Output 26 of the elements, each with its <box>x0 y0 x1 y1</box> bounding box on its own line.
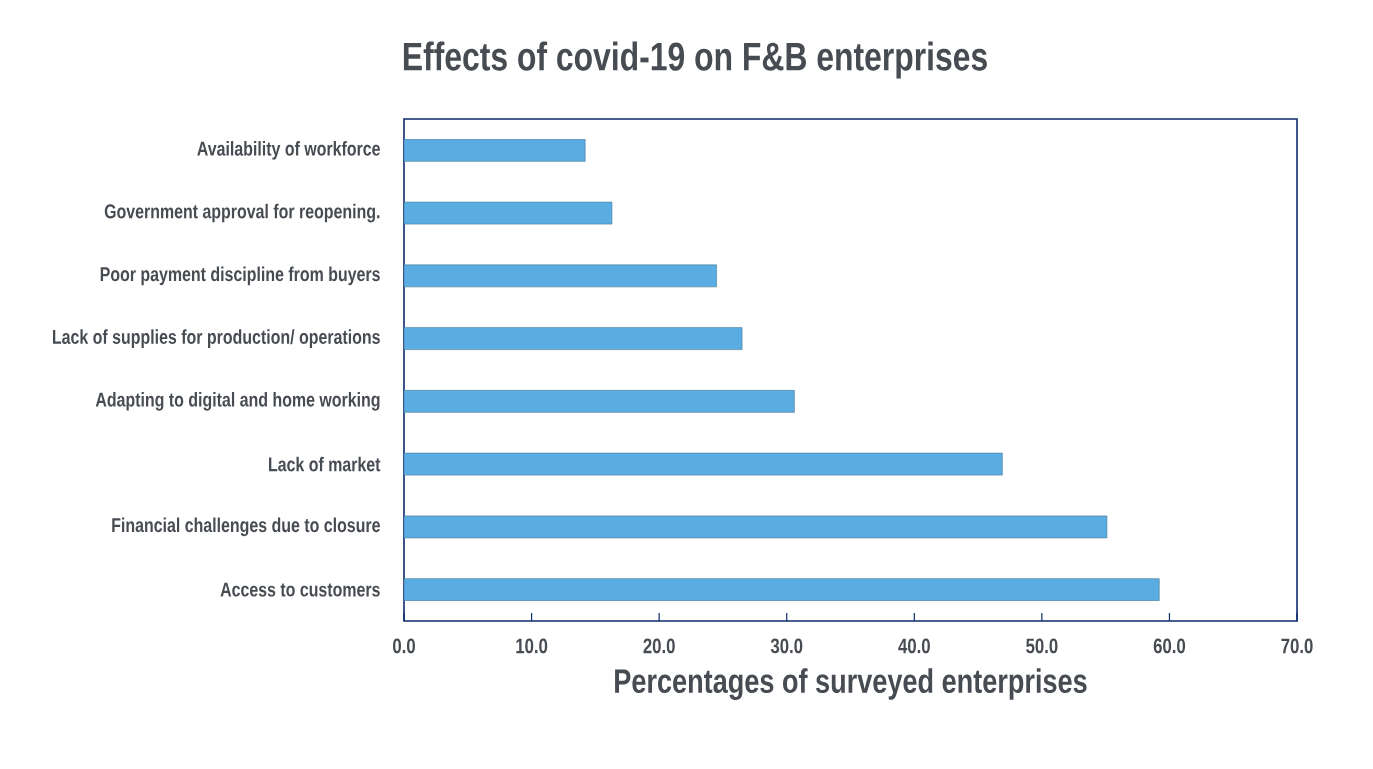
bar <box>404 515 1108 539</box>
y-tick-label: Lack of supplies for production/ operations <box>52 329 380 348</box>
x-tick-label: 60.0 <box>1153 638 1186 654</box>
x-tick-label: 40.0 <box>898 638 930 654</box>
x-tick-label: 70.0 <box>1281 638 1313 654</box>
bar <box>404 390 795 413</box>
bar <box>404 327 743 350</box>
bar <box>404 201 613 225</box>
x-tick-label: 0.0 <box>393 638 415 654</box>
y-tick-label: Adapting to digital and home working <box>95 392 380 411</box>
y-tick-label: Government approval for reopening. <box>104 203 380 223</box>
y-tick-label: Access to customers <box>220 582 380 597</box>
bar <box>404 452 1003 476</box>
bar <box>404 578 1160 601</box>
y-tick-label: Availability of workforce <box>197 141 380 160</box>
x-tick-label: 10.0 <box>516 638 548 654</box>
y-tick-label: Poor payment discipline from buyers <box>100 266 380 286</box>
y-tick-label: Financial challenges due to closure <box>112 517 380 537</box>
y-tick-label: Lack of market <box>269 456 381 472</box>
bar <box>404 139 586 162</box>
x-tick-label: 50.0 <box>1026 638 1058 654</box>
x-tick-label: 30.0 <box>770 638 803 654</box>
x-axis-title: Percentages of surveyed enterprises <box>615 668 1087 700</box>
bar <box>404 264 717 288</box>
x-tick-label: 20.0 <box>643 638 675 654</box>
chart-title: Effects of covid-19 on F&B enterprises <box>403 41 987 79</box>
